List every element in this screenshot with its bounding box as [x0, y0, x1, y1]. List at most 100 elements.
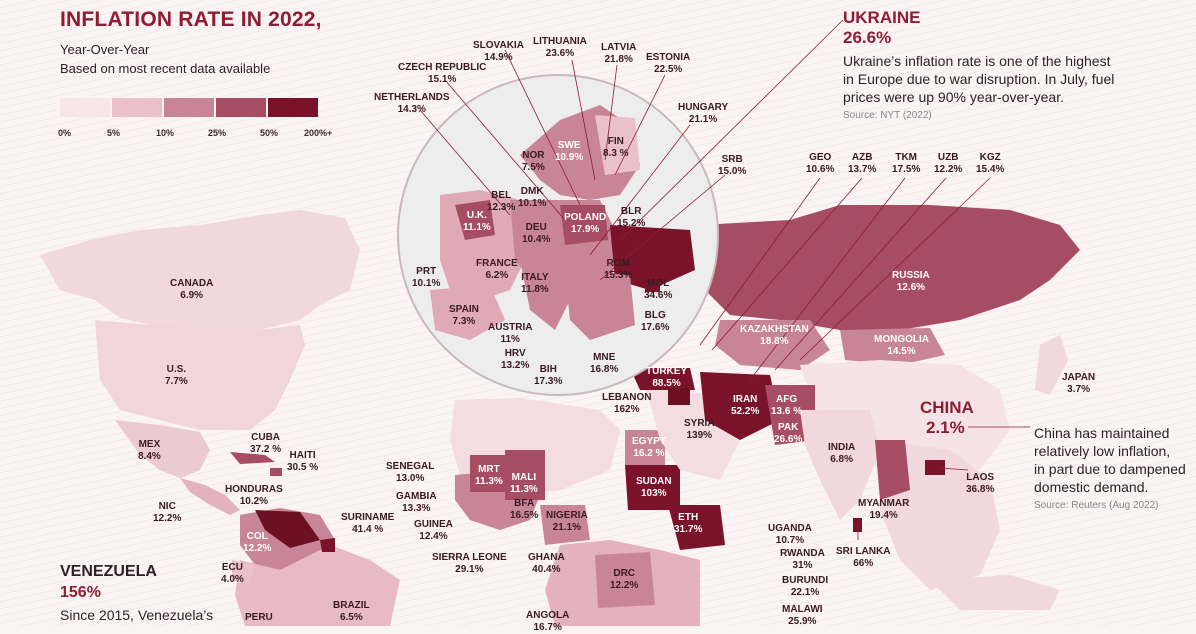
- land-iran: [700, 372, 780, 440]
- venezuela-callout-name: VENEZUELA: [60, 563, 157, 580]
- country-label: SLOVAKIA 14.9%: [473, 40, 524, 63]
- land-central-america: [180, 478, 240, 515]
- country-label: ESTONIA 22.5%: [646, 52, 691, 75]
- land-mexico: [115, 420, 210, 478]
- legend-tick-0: 0%: [58, 128, 72, 138]
- country-label: ANGOLA 16.7%: [526, 610, 570, 633]
- venezuela-callout-line1: Since 2015, Venezuela’s: [60, 607, 214, 623]
- country-label: BEL 12.3%: [487, 190, 516, 213]
- country-label: UGANDA 10.7%: [768, 523, 812, 546]
- country-label: MRT 11.3%: [475, 464, 503, 487]
- ukraine-callout-line1: Ukraine’s inflation rate is one of the h…: [843, 53, 1111, 69]
- legend-tick-1: 5%: [107, 128, 121, 138]
- china-callout-name: CHINA: [920, 398, 974, 417]
- land-sudan: [625, 465, 680, 510]
- land-uk: [455, 200, 495, 240]
- country-label: EGYPT 16.2 %: [632, 436, 666, 459]
- country-label: BIH 17.3%: [534, 364, 563, 387]
- legend-tick-4: 50%: [260, 128, 279, 138]
- country-label: FRANCE 6.2%: [476, 258, 518, 281]
- country-label: MALAWI 25.9%: [782, 604, 823, 627]
- country-label: NIC 12.2%: [153, 501, 182, 524]
- country-label: PAK 26.6%: [774, 422, 803, 445]
- country-label: MOL 34.6%: [644, 278, 673, 301]
- china-callout-source: Source: Reuters (Aug 2022): [1034, 500, 1159, 511]
- country-label: FIN 8.3 %: [603, 136, 629, 159]
- legend-swatch-2: [164, 98, 214, 117]
- land-us: [95, 320, 305, 430]
- leader-lines: [419, 19, 1030, 540]
- country-label: AFG 13.6 %: [771, 394, 803, 417]
- land-ukraine: [610, 225, 695, 290]
- country-label: TURKEY 88.5%: [646, 366, 688, 389]
- land-mauritania: [470, 455, 505, 492]
- china-callout-line2: relatively low inflation,: [1034, 443, 1171, 459]
- country-label: AZB 13.7%: [848, 152, 877, 175]
- land-ethiopia: [668, 505, 725, 550]
- country-label: BFA 16.5%: [510, 498, 539, 521]
- land-south-america: [235, 545, 400, 626]
- venezuela-callout-value: 156%: [60, 584, 101, 601]
- country-label: UZB 12.2%: [934, 152, 963, 175]
- country-label: ECU 4.0%: [221, 562, 244, 585]
- china-callout-line3: in part due to dampened: [1034, 461, 1186, 477]
- land-finland: [595, 115, 640, 175]
- legend-swatch-4: [268, 98, 318, 117]
- land-afg-pak: [765, 385, 815, 445]
- ukraine-callout-line3: prices were up 90% year-over-year.: [843, 89, 1064, 105]
- land-poland: [560, 205, 608, 245]
- land-mali: [505, 450, 545, 500]
- land-suriname: [320, 538, 335, 552]
- country-label: ROM 15.3%: [604, 258, 633, 281]
- land-kazakhstan: [715, 320, 830, 370]
- legend-swatch-0: [60, 98, 110, 117]
- country-label: U.S. 7.7%: [165, 364, 188, 387]
- color-legend: [60, 98, 320, 117]
- country-label: ITALY 11.8%: [521, 272, 549, 295]
- country-label: IRAN 52.2%: [731, 394, 760, 417]
- land-myanmar: [875, 440, 910, 500]
- legend-swatch-1: [112, 98, 162, 117]
- country-label: LEBANON 162%: [602, 392, 652, 415]
- country-label: MONGOLIA 14.5%: [874, 334, 929, 357]
- ukraine-callout-value: 26.6%: [843, 28, 892, 47]
- ukraine-callout-line2: in Europe due to war disruption. In July…: [843, 71, 1115, 87]
- land-sri-lanka: [853, 518, 862, 532]
- country-label: TKM 17.5%: [892, 152, 921, 175]
- country-label: AUSTRIA 11%: [488, 322, 533, 345]
- china-callout-line4: domestic demand.: [1034, 479, 1149, 495]
- country-label: SRI LANKA 66%: [836, 546, 891, 569]
- land-japan: [1035, 335, 1068, 395]
- legend-tick-2: 10%: [156, 128, 175, 138]
- country-label: LITHUANIA 23.6%: [533, 36, 587, 59]
- land-canada: [40, 210, 360, 330]
- country-label: INDIA 6.8%: [828, 442, 856, 465]
- land-india: [800, 410, 880, 520]
- country-label: GUINEA 12.4%: [414, 519, 453, 542]
- country-label: RWANDA 31%: [780, 548, 825, 571]
- country-label: BLG 17.6%: [641, 310, 670, 333]
- country-label: SUDAN 103%: [636, 476, 672, 499]
- land-se-asia: [880, 440, 1000, 590]
- land-haiti: [270, 468, 282, 476]
- land-ecuador: [232, 560, 255, 585]
- country-label: HUNGARY 21.1%: [678, 102, 729, 125]
- land-turkey: [630, 368, 695, 390]
- country-label: DRC 12.2%: [610, 568, 639, 591]
- country-label: MEX 8.4%: [138, 439, 161, 462]
- land-egypt: [625, 430, 665, 465]
- country-label: NETHERLANDS 14.3%: [374, 92, 450, 115]
- country-label: POLAND 17.9%: [564, 212, 607, 235]
- country-label: LATVIA 21.8%: [601, 42, 637, 65]
- country-label: DMK 10.1%: [518, 186, 547, 209]
- land-moldova: [645, 270, 660, 292]
- land-russia: [700, 205, 1080, 330]
- country-label: ETH 31.7%: [674, 512, 703, 535]
- country-label: CUBA 37.2 %: [250, 432, 282, 455]
- europe-zoom: [397, 74, 719, 396]
- country-label: SRB 15.0%: [718, 154, 747, 177]
- country-label: MYANMAR 19.4%: [858, 498, 910, 521]
- country-label: BRAZIL 6.5%: [333, 600, 370, 623]
- country-label: NOR 7.5%: [522, 150, 545, 173]
